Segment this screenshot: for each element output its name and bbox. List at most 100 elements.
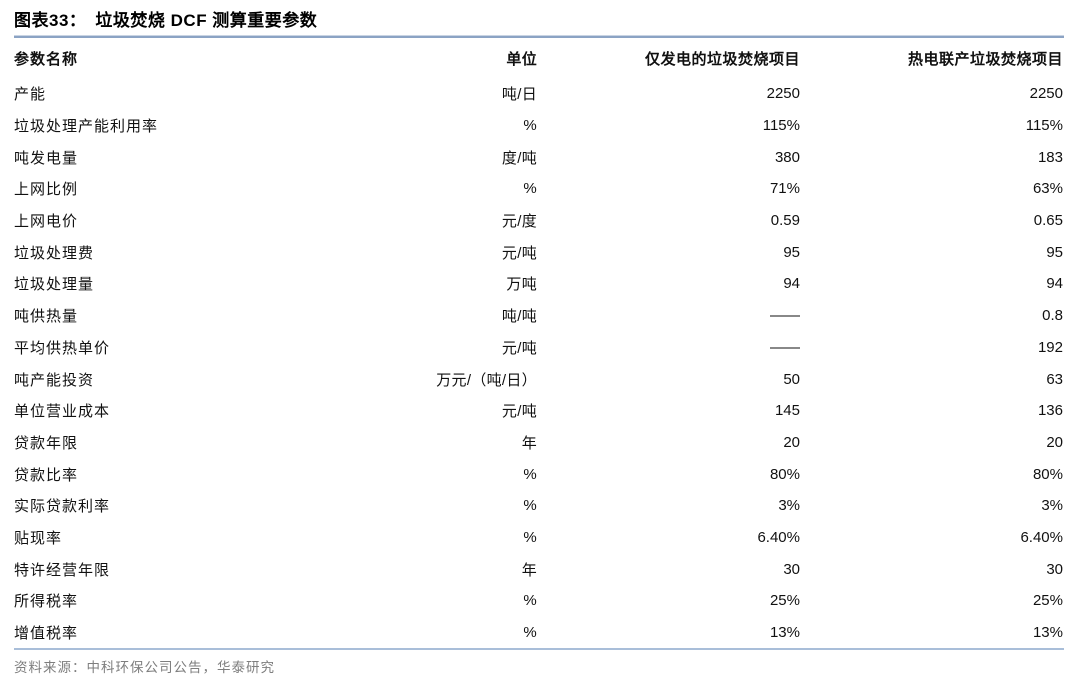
power-only-value-cell: 13% — [769, 624, 800, 642]
param-name-cell: 单位营业成本 — [14, 403, 111, 421]
power-only-value-cell: 30 — [783, 560, 800, 578]
unit-cell: % — [523, 592, 537, 610]
power-only-value-cell: 380 — [774, 148, 800, 166]
param-name-cell: 所得税率 — [14, 593, 79, 611]
column-header-chp-project: 热电联产垃圾焚烧项目 — [907, 50, 1063, 68]
table-row: 特许经营年限 年 30 30 — [14, 553, 1064, 585]
param-name-cell: 增值税率 — [14, 625, 79, 643]
table-row: 贷款年限 年 20 20 — [14, 427, 1064, 459]
column-header-power-only-project: 仅发电的垃圾焚烧项目 — [644, 50, 800, 68]
source-note: 资料来源：中科环保公司公告，华泰研究 — [14, 660, 275, 676]
table-row: 平均供热单价 元/吨 —— 192 — [14, 332, 1064, 364]
param-name-cell: 吨供热量 — [14, 308, 79, 326]
chp-value-cell: 25% — [1032, 592, 1063, 610]
power-only-value-cell: 115% — [762, 117, 800, 135]
unit-cell: 年 — [521, 561, 537, 579]
param-name-cell: 贷款比率 — [14, 466, 79, 484]
power-only-value-cell: 3% — [778, 497, 800, 515]
power-only-value-cell: 94 — [783, 275, 800, 293]
chp-value-cell: 2250 — [1029, 85, 1063, 103]
unit-cell: % — [523, 465, 537, 483]
unit-cell: 吨/日 — [501, 86, 537, 104]
table-row: 上网电价 元/度 0.59 0.65 — [14, 205, 1064, 237]
param-name-cell: 特许经营年限 — [14, 561, 111, 579]
param-name-cell: 吨发电量 — [14, 149, 79, 167]
unit-cell: 吨/吨 — [501, 308, 537, 326]
chp-value-cell: 95 — [1046, 243, 1063, 261]
chp-value-cell: 63% — [1032, 180, 1063, 198]
table-body: 产能 吨/日 2250 2250 垃圾处理产能利用率% 115% 115% 吨发电量 度/吨 38… — [14, 78, 1064, 648]
table-row: 贷款比率% 80% 80% — [14, 458, 1064, 490]
table-row: 垃圾处理费 元/吨 95 95 — [14, 236, 1064, 268]
power-only-value-cell: 25% — [769, 592, 800, 610]
power-only-value-cell: 71% — [769, 180, 800, 198]
param-name-cell: 垃圾处理量 — [14, 276, 95, 294]
unit-cell: 万元/（吨/日） — [436, 371, 537, 389]
power-only-value-cell: 95 — [783, 243, 800, 261]
unit-cell: 元/度 — [501, 213, 537, 231]
chp-value-cell: 80% — [1032, 465, 1063, 483]
unit-cell: 元/吨 — [501, 244, 537, 262]
power-only-value-cell: —— — [770, 338, 800, 356]
unit-cell: 元/吨 — [501, 339, 537, 357]
param-name-cell: 上网电价 — [14, 213, 79, 231]
power-only-value-cell: —— — [770, 307, 800, 325]
title-divider — [14, 35, 1064, 38]
unit-cell: 年 — [521, 434, 537, 452]
table-row: 垃圾处理产能利用率% 115% 115% — [14, 110, 1064, 142]
power-only-value-cell: 6.40% — [757, 528, 800, 546]
power-only-value-cell: 145 — [774, 402, 800, 420]
chp-value-cell: 94 — [1046, 275, 1063, 293]
unit-cell: % — [523, 624, 537, 642]
table-row: 贴现率% 6.40% 6.40% — [14, 522, 1064, 554]
power-only-value-cell: 0.59 — [770, 212, 800, 230]
table-row: 产能 吨/日 2250 2250 — [14, 78, 1064, 110]
column-header-parameter: 参数名称 — [14, 50, 79, 68]
table-row: 实际贷款利率% 3% 3% — [14, 490, 1064, 522]
param-name-cell: 产能 — [14, 86, 47, 104]
chp-value-cell: 20 — [1046, 433, 1063, 451]
table-row: 单位营业成本 元/吨 145 136 — [14, 395, 1064, 427]
figure-name: 垃圾焚烧 DCF 测算重要参数 — [95, 11, 318, 30]
chp-value-cell: 136 — [1037, 402, 1063, 420]
power-only-value-cell: 20 — [783, 433, 800, 451]
table-row: 上网比例% 71% 63% — [14, 173, 1064, 205]
chp-value-cell: 6.40% — [1020, 528, 1063, 546]
table-row: 所得税率% 25% 25% — [14, 585, 1064, 617]
figure-title: 图表33： 垃圾焚烧 DCF 测算重要参数 — [14, 8, 1064, 33]
power-only-value-cell: 80% — [769, 465, 800, 483]
table-row: 垃圾处理量 万吨 94 94 — [14, 268, 1064, 300]
chp-value-cell: 30 — [1046, 560, 1063, 578]
param-name-cell: 上网比例 — [14, 181, 79, 199]
chp-value-cell: 115% — [1025, 117, 1063, 135]
unit-cell: 万吨 — [506, 276, 537, 294]
chp-value-cell: 0.65 — [1033, 212, 1063, 230]
unit-cell: % — [523, 497, 537, 515]
chp-value-cell: 0.8 — [1042, 307, 1063, 325]
param-name-cell: 平均供热单价 — [14, 339, 111, 357]
unit-cell: 度/吨 — [501, 149, 537, 167]
chp-value-cell: 63 — [1046, 370, 1063, 388]
chp-value-cell: 183 — [1037, 148, 1063, 166]
param-name-cell: 垃圾处理产能利用率 — [14, 118, 159, 136]
figure-number: 图表33： — [14, 11, 87, 30]
table-row: 增值税率% 13% 13% — [14, 617, 1064, 649]
power-only-value-cell: 50 — [783, 370, 800, 388]
unit-cell: % — [523, 528, 537, 546]
table-row: 吨供热量 吨/吨 —— 0.8 — [14, 300, 1064, 332]
table-row: 吨产能投资 万元/（吨/日） 50 63 — [14, 363, 1064, 395]
table-header-row: 参数名称 单位 仅发电的垃圾焚烧项目 热电联产垃圾焚烧项目 — [14, 38, 1064, 78]
column-header-unit: 单位 — [506, 50, 537, 68]
power-only-value-cell: 2250 — [766, 85, 800, 103]
param-name-cell: 贷款年限 — [14, 434, 79, 452]
chp-value-cell: 13% — [1032, 624, 1063, 642]
table-bottom-divider — [14, 648, 1064, 651]
unit-cell: % — [523, 180, 537, 198]
unit-cell: % — [523, 117, 537, 135]
unit-cell: 元/吨 — [501, 403, 537, 421]
param-name-cell: 吨产能投资 — [14, 371, 95, 389]
table-row: 吨发电量 度/吨 380 183 — [14, 141, 1064, 173]
param-name-cell: 垃圾处理费 — [14, 244, 95, 262]
param-name-cell: 贴现率 — [14, 529, 63, 547]
